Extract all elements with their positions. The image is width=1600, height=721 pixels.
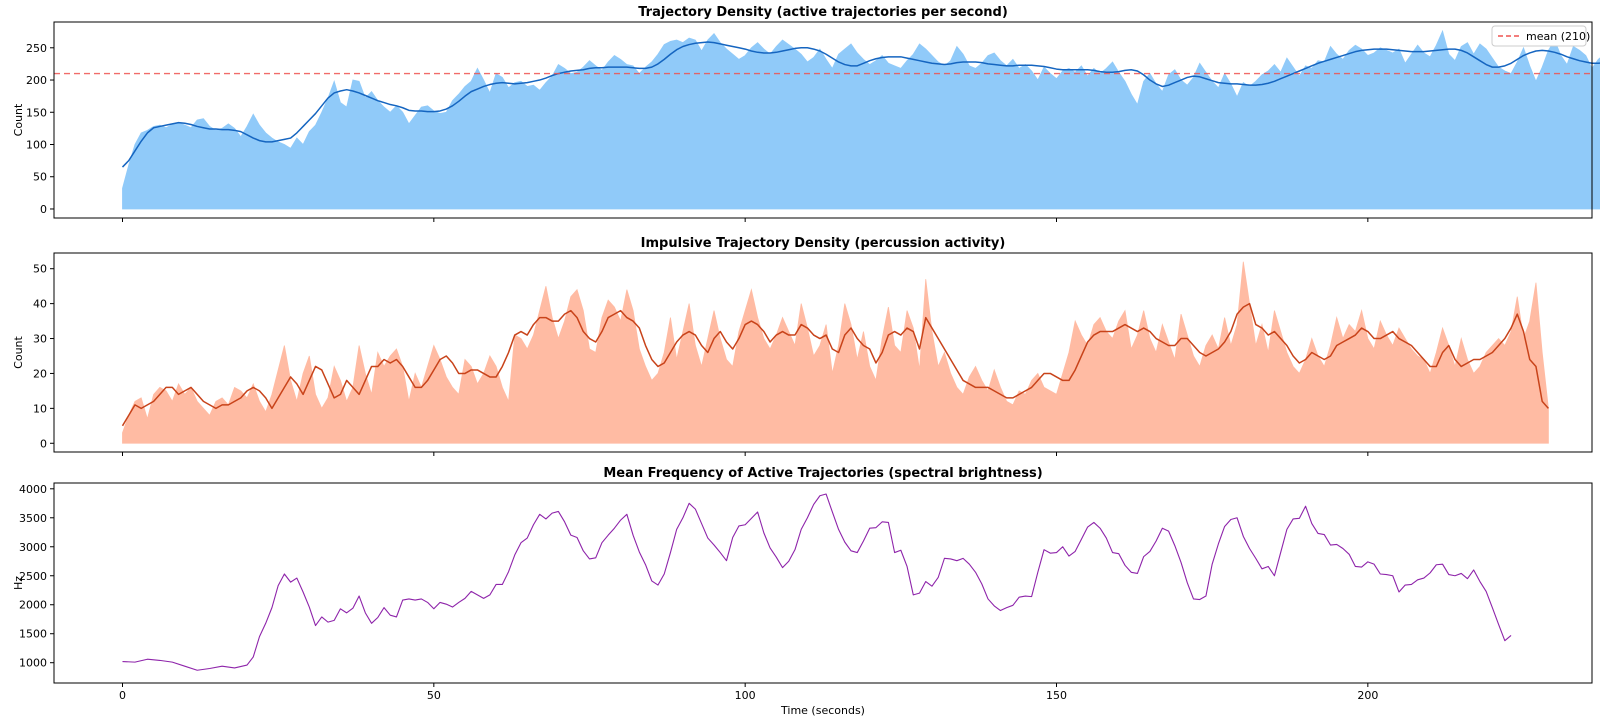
legend: mean (210) — [1491, 25, 1590, 47]
y-tick-label: 20 — [33, 367, 47, 380]
y-tick-label: 4000 — [19, 483, 47, 496]
y-tick-label: 50 — [33, 263, 47, 276]
axes-frame: 0 10 20 30 40 50 — [33, 252, 1593, 456]
legend-entry: mean (210) — [1526, 30, 1590, 43]
y-tick-label: 40 — [33, 298, 47, 311]
panel-title: Trajectory Density (active trajectories … — [638, 5, 1008, 20]
y-tick-label: 10 — [33, 402, 47, 415]
y-tick-label: 3500 — [19, 512, 47, 525]
x-tick-label: 200 — [1357, 689, 1378, 702]
axes-border — [53, 252, 1593, 453]
area-fill — [122, 261, 1549, 444]
panel-title: Impulsive Trajectory Density (percussion… — [641, 236, 1006, 251]
y-tick-label: 1000 — [19, 657, 47, 670]
plot-data — [121, 29, 1600, 210]
y-tick-label: 50 — [33, 171, 47, 184]
x-tick-label: 50 — [427, 689, 441, 702]
impulsive-trajectory-density-panel: Impulsive Trajectory Density (percussion… — [12, 236, 1593, 456]
y-tick-label: 200 — [26, 74, 47, 87]
y-tick-label: 2000 — [19, 599, 47, 612]
y-tick-label: 1500 — [19, 628, 47, 641]
legend-box — [1491, 25, 1587, 47]
trajectory-density-panel: Trajectory Density (active trajectories … — [12, 5, 1600, 222]
axes-border — [53, 482, 1593, 684]
axes-frame: 1000 1500 2000 2500 3000 3500 4000 0 50 100 150 200 — [19, 482, 1593, 702]
y-tick-label: 100 — [26, 139, 47, 152]
axes-border — [53, 21, 1593, 219]
smoothed-line — [121, 41, 1600, 168]
y-tick-label: 250 — [26, 42, 47, 55]
y-tick-label: 30 — [33, 333, 47, 346]
y-tick-label: 2500 — [19, 570, 47, 583]
y-axis-label: Count — [12, 335, 25, 368]
x-tick-label: 0 — [119, 689, 126, 702]
x-tick-label: 100 — [735, 689, 756, 702]
plot-data — [122, 493, 1512, 671]
mean-frequency-panel: Mean Frequency of Active Trajectories (s… — [12, 466, 1593, 717]
y-axis-label: Hz — [12, 576, 25, 590]
x-tick-label: 150 — [1046, 689, 1067, 702]
area-fill — [122, 29, 1600, 210]
x-axis-label: Time (seconds) — [780, 704, 865, 717]
axes-frame: 0 50 100 150 200 250 — [26, 21, 1593, 222]
y-tick-label: 0 — [40, 437, 47, 450]
y-tick-label: 3000 — [19, 541, 47, 554]
frequency-line — [122, 493, 1512, 671]
smoothed-line — [121, 302, 1549, 427]
plot-data — [121, 261, 1549, 444]
panel-title: Mean Frequency of Active Trajectories (s… — [603, 466, 1042, 481]
y-tick-label: 0 — [40, 203, 47, 216]
y-axis-label: Count — [12, 103, 25, 136]
y-tick-label: 150 — [26, 106, 47, 119]
